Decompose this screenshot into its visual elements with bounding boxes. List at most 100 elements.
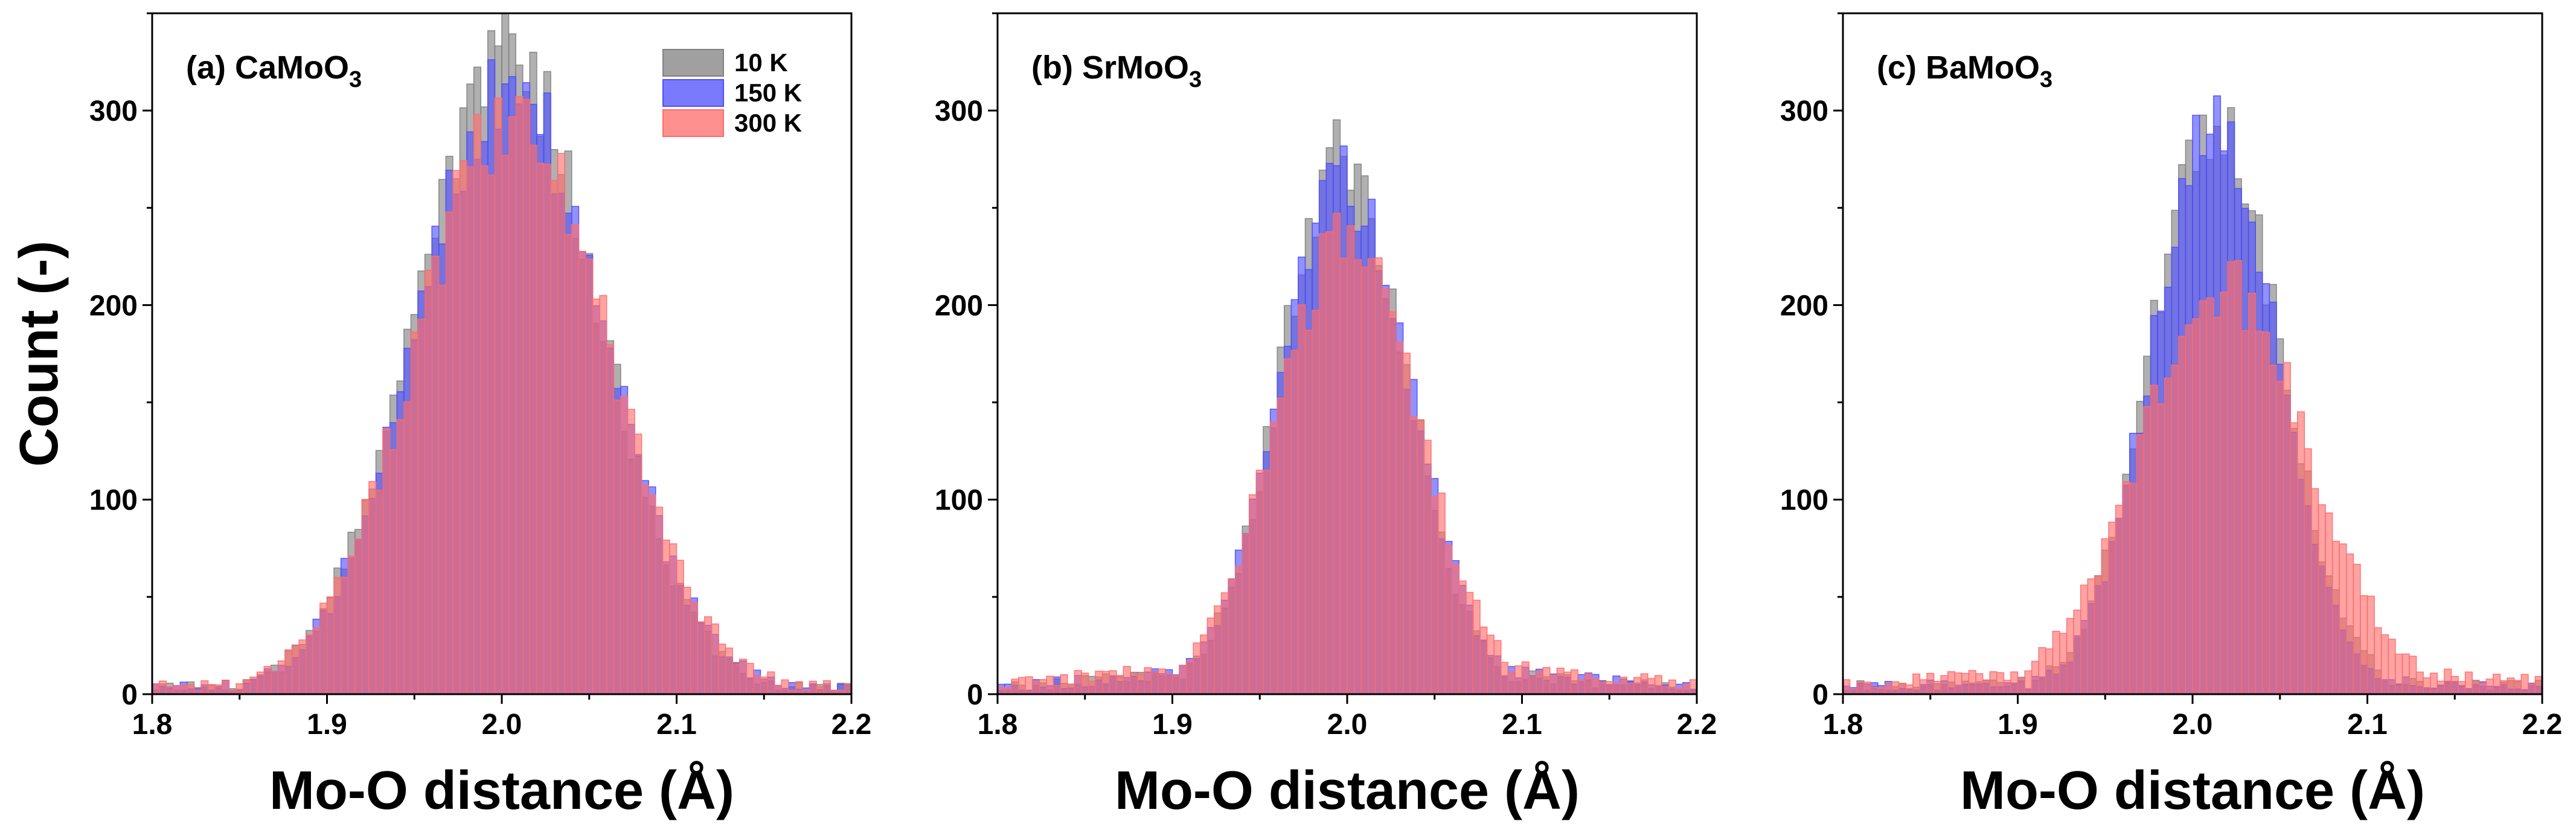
histogram-bar <box>306 634 314 694</box>
histogram-bar <box>718 643 726 694</box>
histogram-bar <box>634 433 642 694</box>
x-axis-title: Mo-O distance (Å) <box>1960 761 2425 821</box>
histogram-bar <box>2485 678 2494 694</box>
histogram-bar <box>1074 670 1082 694</box>
histogram-bar <box>739 659 748 694</box>
histogram-bar <box>2388 639 2396 694</box>
histogram-bar <box>2248 293 2256 694</box>
histogram-bar <box>2331 540 2340 694</box>
histogram-bar <box>1242 533 1250 694</box>
histogram-bar <box>760 676 768 694</box>
histogram-bar <box>592 298 600 694</box>
histogram-bar <box>1025 676 1033 694</box>
histogram-bar <box>1486 634 1495 694</box>
histogram-bar <box>2283 362 2291 694</box>
histogram-bar <box>389 449 398 694</box>
histogram-bar <box>1619 677 1627 694</box>
histogram-bar <box>1605 681 1613 694</box>
histogram-bar <box>1269 421 1278 694</box>
histogram-bar <box>1444 544 1453 694</box>
histogram-bar <box>2499 680 2508 694</box>
histogram-bar <box>1388 311 1397 694</box>
histogram-bar <box>2010 671 2019 694</box>
histogram-bar <box>613 400 621 694</box>
histogram-bar <box>1171 675 1180 694</box>
histogram-bar <box>2472 681 2480 694</box>
histogram-bar <box>2115 505 2123 694</box>
y-tick-label: 100 <box>935 485 983 517</box>
histogram-bar <box>235 683 244 694</box>
histogram-bar <box>2199 300 2207 694</box>
histogram-bar <box>1220 592 1229 694</box>
histogram-bar <box>2059 633 2068 694</box>
histogram-bar <box>2066 618 2074 694</box>
histogram-bar <box>1521 661 1530 694</box>
x-tick-label: 1.9 <box>1152 709 1193 741</box>
histogram-bar <box>1011 678 1019 694</box>
histogram-bar <box>431 255 440 694</box>
histogram-bar <box>2444 668 2452 694</box>
histogram-bar <box>1584 673 1593 694</box>
histogram-bar <box>2520 674 2529 694</box>
x-axis-title: Mo-O distance (Å) <box>269 761 734 821</box>
histogram-bar <box>711 623 719 694</box>
x-tick-label: 2.1 <box>2347 709 2388 741</box>
histogram-bar <box>1863 682 1872 694</box>
x-tick-label: 2.0 <box>482 709 522 741</box>
histogram-bar <box>1088 680 1096 694</box>
histogram-bar <box>571 224 580 694</box>
panel-b: 1.8 1.9 2.0 2.1 2.2 0 100 200 300 Mo-O distance (… <box>935 12 1717 821</box>
histogram-bar <box>424 269 432 694</box>
histogram-bar <box>1228 578 1236 694</box>
panel-title: (a) CaMoO3 <box>186 49 362 92</box>
histogram-bar <box>1626 683 1635 694</box>
histogram-bar <box>1870 686 1879 694</box>
histogram-bar <box>2234 260 2242 694</box>
histogram-bar <box>1347 225 1355 694</box>
histogram-bar <box>2360 595 2368 694</box>
histogram-bar <box>2493 674 2501 694</box>
histogram-bar <box>1612 683 1621 694</box>
histogram-bar <box>1158 668 1166 694</box>
histogram-bar <box>1423 439 1432 694</box>
histogram-bar <box>1507 671 1516 694</box>
histogram-bar <box>2464 671 2473 694</box>
histogram-bar <box>1479 626 1488 694</box>
x-axis-title: Mo-O distance (Å) <box>1115 761 1580 821</box>
histogram-bar <box>2164 377 2173 694</box>
histogram-bar <box>1458 580 1467 694</box>
histogram-bar <box>319 602 328 694</box>
histogram-bar <box>1200 634 1208 694</box>
histogram-bar <box>1549 674 1558 694</box>
histogram-bar <box>1109 670 1117 694</box>
histogram-bar <box>487 174 496 694</box>
histogram-bar <box>1318 233 1327 694</box>
histogram-bar <box>284 649 293 694</box>
histogram-bar <box>1277 397 1285 694</box>
histogram-bar <box>480 165 489 694</box>
histogram-bar <box>1570 669 1578 694</box>
legend-label: 150 K <box>734 78 802 107</box>
series-300k <box>1843 260 2542 694</box>
histogram-bar <box>522 98 531 694</box>
y-tick-label: 200 <box>1780 290 1828 322</box>
y-tick-label: 0 <box>967 679 983 711</box>
histogram-bar <box>1333 212 1341 694</box>
histogram-bar <box>1843 679 1851 694</box>
histogram-bar <box>277 660 286 694</box>
histogram-bar <box>2269 365 2277 694</box>
histogram-bar <box>2052 631 2060 694</box>
histogram-bars <box>1843 95 2542 694</box>
histogram-bar <box>1689 679 1697 694</box>
histogram-bar <box>1877 687 1886 694</box>
histogram-bar <box>2108 522 2116 694</box>
histogram-bar <box>564 234 572 694</box>
x-tick-label: 2.0 <box>2173 709 2213 741</box>
histogram-bar <box>179 684 188 694</box>
histogram-bar <box>2374 627 2382 694</box>
histogram-bar <box>697 621 705 694</box>
histogram-bar <box>1661 686 1670 694</box>
histogram-bar <box>2031 660 2039 694</box>
series-300k <box>998 212 1697 694</box>
